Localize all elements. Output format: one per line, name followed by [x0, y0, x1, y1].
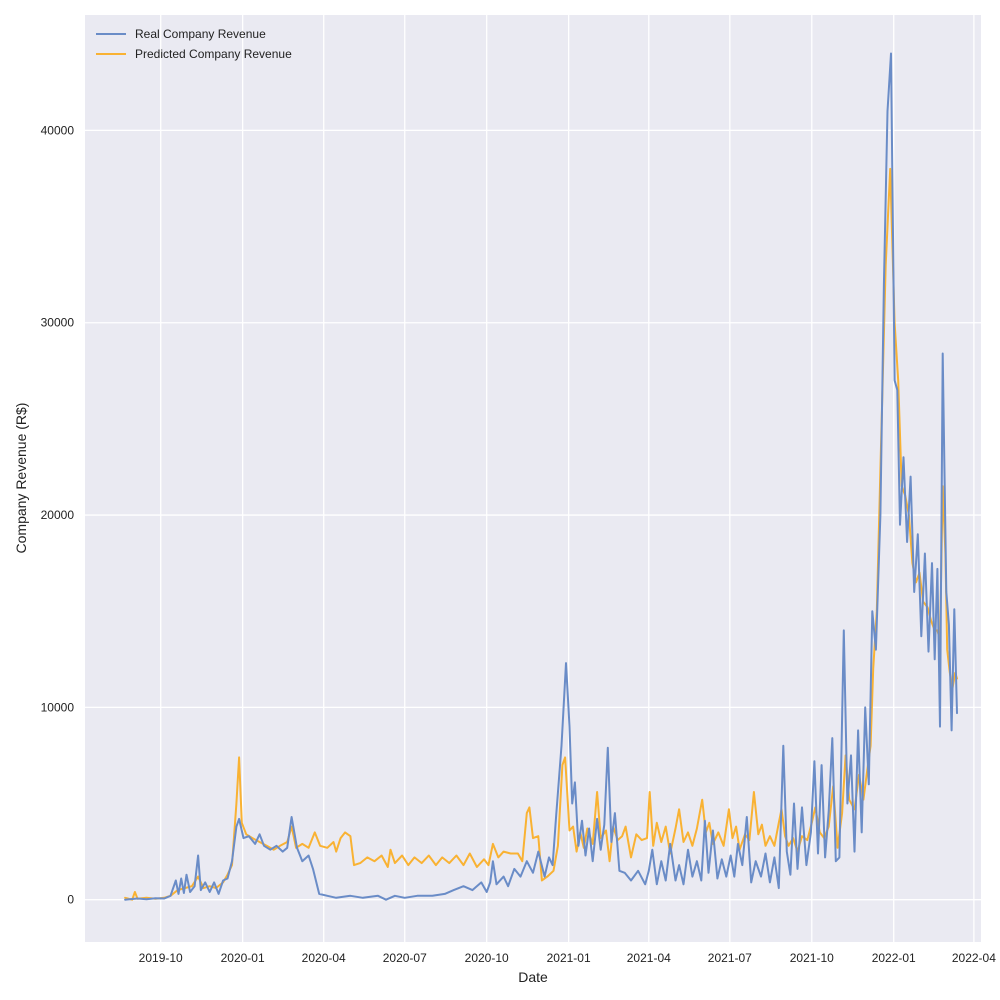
y-tick-label: 10000: [41, 700, 75, 714]
x-tick-label: 2020-04: [302, 951, 346, 965]
x-axis-label: Date: [518, 969, 548, 985]
x-tick-label: 2020-10: [465, 951, 509, 965]
x-tick-label: 2020-07: [383, 951, 427, 965]
x-tick-label: 2022-01: [872, 951, 916, 965]
legend-predicted-label: Predicted Company Revenue: [135, 47, 292, 61]
x-tick-label: 2021-07: [708, 951, 752, 965]
y-axis-label: Company Revenue (R$): [13, 403, 29, 554]
x-tick-label: 2021-10: [790, 951, 834, 965]
y-tick-label: 20000: [41, 508, 75, 522]
series-layer: [124, 52, 958, 901]
x-tick-label: 2019-10: [139, 951, 183, 965]
grid-lines: [85, 15, 981, 942]
x-tick-label: 2022-04: [952, 951, 996, 965]
tick-labels: 2019-10 2020-01 2020-04 2020-07 2020-10 2021-…: [41, 123, 997, 965]
legend: Real Company Revenue Predicted Company R…: [96, 27, 292, 61]
plot-area: [85, 15, 981, 942]
x-tick-label: 2021-01: [547, 951, 591, 965]
y-tick-label: 0: [67, 893, 74, 907]
x-tick-label: 2020-01: [221, 951, 265, 965]
legend-real-label: Real Company Revenue: [135, 27, 266, 41]
x-tick-label: 2021-04: [627, 951, 671, 965]
y-tick-label: 40000: [41, 123, 75, 137]
y-tick-label: 30000: [41, 316, 75, 330]
series-real-revenue-line: [124, 52, 958, 901]
